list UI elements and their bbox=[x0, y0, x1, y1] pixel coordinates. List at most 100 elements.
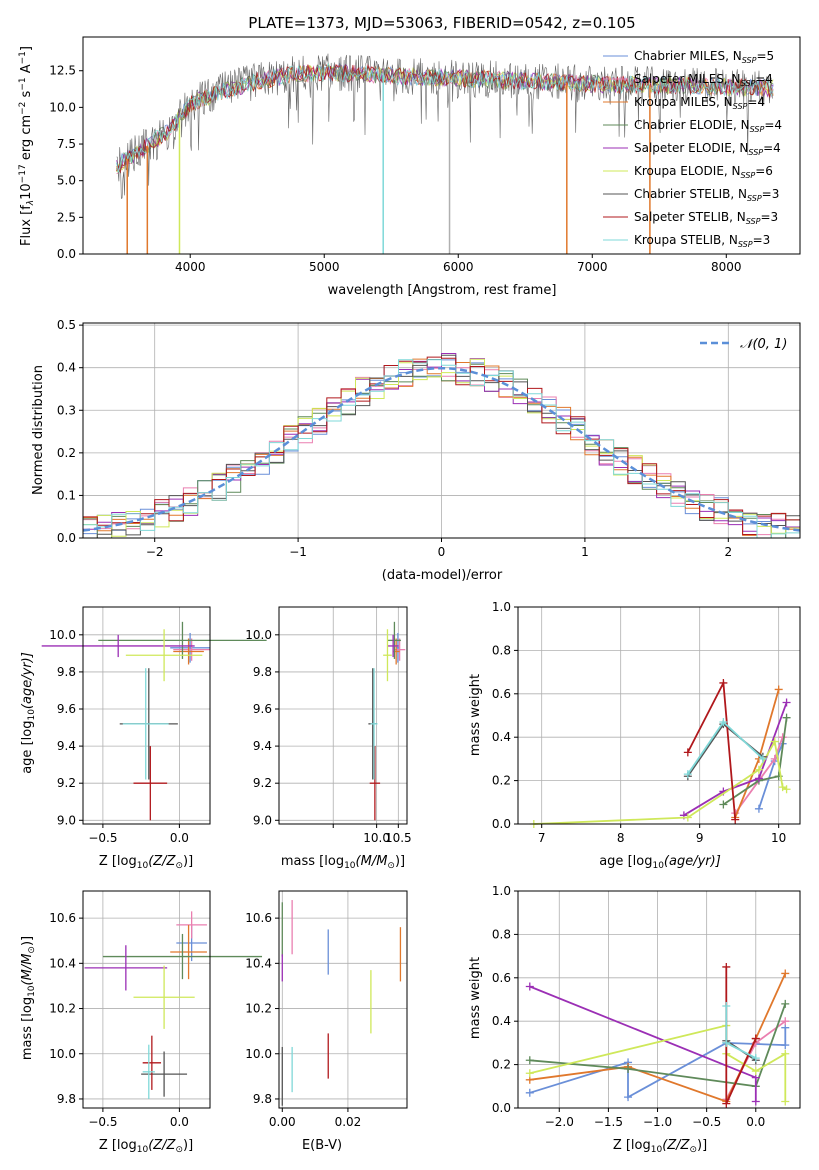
ytick-label: 0.8 bbox=[492, 927, 511, 941]
p3-ylabel-sub: 10 bbox=[27, 709, 37, 721]
weight-point-marker bbox=[754, 774, 763, 783]
histogram-ytick-label: 0.1 bbox=[57, 488, 76, 502]
p6-xlabel: Z [log10(Z/Z⊙)] bbox=[99, 1138, 193, 1155]
weight-point-marker bbox=[624, 1064, 633, 1073]
histogram-ytick-label: 0.2 bbox=[57, 446, 76, 460]
spectrum-ylabel-6: ] bbox=[19, 46, 34, 51]
spectrum-ytick-label: 2.5 bbox=[57, 210, 76, 224]
spectrum-frame bbox=[82, 36, 801, 255]
ytick-label: 10.4 bbox=[49, 956, 76, 970]
ytick-label: 0.4 bbox=[492, 730, 511, 744]
weight-point-marker bbox=[719, 678, 728, 687]
spectrum-ylabel-exp2: −2 bbox=[18, 102, 28, 115]
weight-series-line bbox=[529, 1003, 787, 1088]
ytick-label: 10.2 bbox=[245, 1002, 272, 1016]
xtick-label: 0.00 bbox=[269, 1115, 296, 1129]
spectrum-legend-label: Salpeter ELODIE, NSSP=4 bbox=[634, 141, 781, 157]
weight-point-marker bbox=[754, 804, 763, 813]
histogram-xtick-label: 0 bbox=[438, 545, 446, 559]
legend-text: Kroupa STELIB, N bbox=[634, 233, 738, 247]
spectrum-ytick-label: 12.5 bbox=[49, 64, 76, 78]
weight-point-marker bbox=[719, 800, 728, 809]
p3-xlabel-sub2: ⊙ bbox=[175, 861, 183, 871]
ytick-label: 0.2 bbox=[492, 774, 511, 788]
spectrum-ytick-label: 0.0 bbox=[57, 247, 76, 261]
weight-point-marker bbox=[751, 1034, 760, 1043]
weight-point-marker bbox=[782, 785, 791, 794]
xtick-label: 8 bbox=[617, 831, 625, 845]
spectrum-xlabel: wavelength [Angstrom, rest frame] bbox=[328, 283, 557, 298]
spectrum-legend-label: Kroupa STELIB, NSSP=3 bbox=[634, 233, 770, 249]
normal-legend-label: 𝒩(0, 1) bbox=[740, 337, 787, 352]
weight-point-marker bbox=[722, 962, 731, 971]
panel-frame bbox=[278, 606, 408, 825]
legend-sub: SSP bbox=[742, 56, 757, 65]
weight-point-marker bbox=[731, 815, 740, 824]
legend-tail: =4 bbox=[764, 118, 782, 132]
p8-xlabel-2: (Z/Z bbox=[662, 1138, 690, 1153]
spectrum-legend-label: Chabrier MILES, NSSP=5 bbox=[634, 49, 774, 65]
residual-histogram-panel: −2 −1 0 1 2 0.0 0.1 0.2 0.3 0.4 0.5 𝒩(0, 1) (data-… bbox=[31, 318, 801, 583]
p5-xlabel-2: (age/yr)] bbox=[664, 854, 721, 869]
xtick-label: 0.0 bbox=[170, 831, 189, 845]
ytick-label: 9.8 bbox=[57, 665, 76, 679]
legend-tail: =3 bbox=[753, 233, 771, 247]
legend-sub: SSP bbox=[733, 102, 748, 111]
p5-xlabel-1: age [log bbox=[599, 854, 652, 869]
spectrum-xtick-label: 4000 bbox=[175, 260, 206, 274]
legend-text: Kroupa MILES, N bbox=[634, 95, 733, 109]
mass-weight-vs-age-panel: 7 8 9 10 0.0 0.2 0.4 0.6 0.8 1.0 bbox=[492, 600, 801, 845]
spectrum-ylabel-exp1: −17 bbox=[18, 164, 28, 183]
p5-xlabel-sub: 10 bbox=[652, 861, 664, 871]
p3-xlabel-1: Z [log bbox=[99, 854, 137, 869]
xtick-label: 7 bbox=[538, 831, 546, 845]
p5-xlabel: age [log10(age/yr)] bbox=[599, 854, 721, 871]
ytick-label: 9.0 bbox=[57, 813, 76, 827]
panel-frame bbox=[517, 606, 801, 825]
xtick-label: −0.5 bbox=[88, 831, 117, 845]
weight-point-marker bbox=[525, 1069, 534, 1078]
weight-point-marker bbox=[781, 1049, 790, 1058]
age-vs-metallicity-panel: −0.5 0.0 9.0 9.2 9.4 9.6 9.8 10.0 bbox=[41, 606, 267, 845]
p6-xlabel-sub: 10 bbox=[137, 1145, 149, 1155]
weight-point-marker bbox=[751, 1054, 760, 1063]
xtick-label: 0.0 bbox=[170, 1115, 189, 1129]
p3-ylabel-2: (age/yr)] bbox=[20, 652, 35, 709]
p8-ylabel: mass weight bbox=[468, 957, 483, 1039]
p6-ylabel-1: mass [log bbox=[20, 997, 35, 1060]
legend-text: Chabrier ELODIE, N bbox=[634, 118, 750, 132]
weight-point-marker bbox=[525, 1088, 534, 1097]
ytick-label: 9.4 bbox=[253, 739, 272, 753]
spectrum-legend-label: Salpeter STELIB, NSSP=3 bbox=[634, 210, 778, 226]
weight-point-marker bbox=[751, 1067, 760, 1076]
age-vs-mass-panel: 10.010.59.09.29.49.69.810.0 bbox=[245, 606, 412, 845]
spectrum-ylabel-2: 10 bbox=[19, 183, 34, 200]
spectrum-panel: PLATE=1373, MJD=53063, FIBERID=0542, z=0… bbox=[18, 14, 801, 298]
ytick-label: 1.0 bbox=[492, 600, 511, 614]
ytick-label: 0.2 bbox=[492, 1058, 511, 1072]
legend-tail: =3 bbox=[760, 210, 778, 224]
p4-xlabel: mass [log10(M/M⊙)] bbox=[281, 854, 405, 871]
ytick-label: 10.4 bbox=[245, 956, 272, 970]
p8-xlabel: Z [log10(Z/Z⊙)] bbox=[613, 1138, 707, 1155]
legend-tail: =4 bbox=[763, 141, 781, 155]
xtick-label: −1.5 bbox=[594, 1115, 623, 1129]
histogram-ytick-label: 0.3 bbox=[57, 403, 76, 417]
weight-point-marker bbox=[751, 1097, 760, 1106]
weight-point-marker bbox=[754, 765, 763, 774]
weight-point-marker bbox=[770, 737, 779, 746]
weight-point-marker bbox=[774, 685, 783, 694]
legend-sub: SSP bbox=[738, 240, 753, 249]
ytick-label: 0.0 bbox=[492, 817, 511, 831]
xtick-label: 10 bbox=[771, 831, 786, 845]
weight-point-marker bbox=[778, 733, 787, 742]
ytick-label: 9.8 bbox=[57, 1092, 76, 1106]
weight-point-marker bbox=[722, 1099, 731, 1108]
ytick-label: 9.0 bbox=[253, 813, 272, 827]
spectrum-line-8 bbox=[116, 63, 774, 174]
normal-curve bbox=[82, 366, 801, 532]
xtick-label: 10.0 bbox=[363, 831, 390, 845]
legend-sub: SSP bbox=[750, 125, 765, 134]
p6-ylabel-3: )] bbox=[20, 936, 35, 946]
